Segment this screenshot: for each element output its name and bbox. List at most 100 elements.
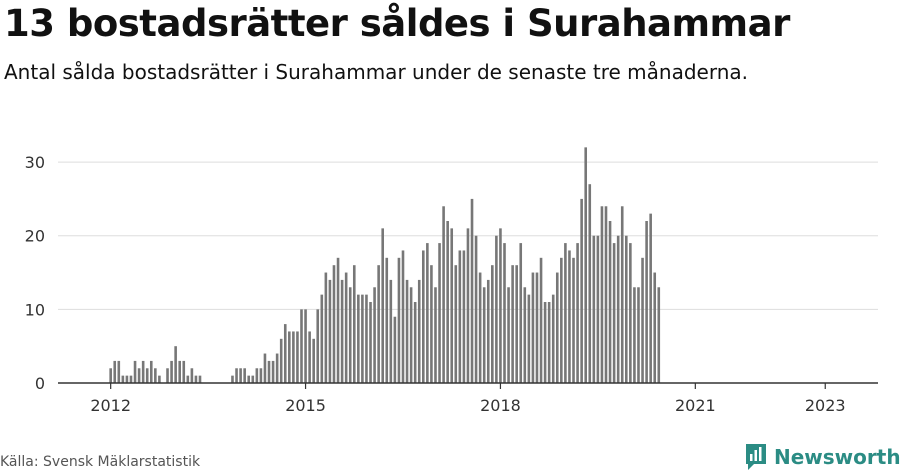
bar xyxy=(158,375,161,383)
bar xyxy=(369,302,372,383)
bar xyxy=(600,206,604,383)
bar xyxy=(332,265,336,383)
bar xyxy=(401,250,405,383)
bar xyxy=(470,198,474,383)
y-tick-label: 20 xyxy=(25,227,45,246)
bar xyxy=(336,257,340,383)
bar xyxy=(543,302,547,383)
bar xyxy=(551,294,555,383)
bar xyxy=(625,235,628,383)
bar xyxy=(620,206,624,383)
bar xyxy=(283,324,287,383)
bar xyxy=(288,331,291,383)
bar xyxy=(373,287,376,383)
x-tick-label: 2012 xyxy=(90,396,131,415)
bar xyxy=(584,147,587,383)
bar xyxy=(308,331,311,383)
bar xyxy=(121,375,125,383)
bar xyxy=(580,198,583,383)
bar xyxy=(555,272,559,383)
bar xyxy=(511,265,514,383)
bar xyxy=(381,228,384,383)
bar xyxy=(438,243,441,383)
bar xyxy=(352,265,356,383)
bar xyxy=(357,294,360,383)
bar xyxy=(503,243,506,383)
bar xyxy=(486,279,490,383)
bar xyxy=(251,375,255,383)
x-tick-label: 2023 xyxy=(805,396,846,415)
bar xyxy=(117,360,121,383)
bar xyxy=(129,375,133,383)
bar xyxy=(588,184,592,383)
bar xyxy=(397,257,401,383)
bar xyxy=(137,368,141,383)
bar xyxy=(271,360,275,383)
bar xyxy=(592,235,596,383)
bar xyxy=(292,331,295,383)
bar xyxy=(190,368,194,383)
bar xyxy=(239,368,242,383)
bar xyxy=(629,243,632,383)
bar xyxy=(645,221,648,383)
bar xyxy=(523,287,527,383)
bar xyxy=(304,309,307,383)
x-tick-label: 2015 xyxy=(285,396,326,415)
bar xyxy=(174,346,177,383)
bar xyxy=(539,257,543,383)
bar xyxy=(235,368,238,383)
bar xyxy=(312,338,315,383)
bar xyxy=(572,257,575,383)
bar xyxy=(657,287,661,383)
bar xyxy=(154,368,157,383)
bar xyxy=(385,257,389,383)
bar xyxy=(393,316,397,383)
bar xyxy=(389,279,393,383)
bar xyxy=(247,375,251,383)
bar xyxy=(482,287,486,383)
bar xyxy=(125,375,129,383)
bar xyxy=(324,272,328,383)
bar xyxy=(198,375,202,383)
bar xyxy=(515,265,518,383)
bar xyxy=(320,294,324,383)
bar xyxy=(596,235,600,383)
bar xyxy=(568,250,571,383)
bar xyxy=(405,279,409,383)
y-tick-label: 30 xyxy=(25,153,45,172)
bar xyxy=(653,272,657,383)
bar xyxy=(641,257,644,383)
bar xyxy=(377,265,380,383)
bar xyxy=(422,250,425,383)
bar xyxy=(344,272,348,383)
bar xyxy=(519,243,523,383)
chart-title: 13 bostadsrätter såldes i Surahammar xyxy=(4,2,790,45)
bar xyxy=(348,287,352,383)
bar xyxy=(491,265,494,383)
bar xyxy=(478,272,482,383)
bar xyxy=(255,368,259,383)
bar xyxy=(535,272,539,383)
x-tick-label: 2021 xyxy=(675,396,716,415)
bar xyxy=(527,294,531,383)
bar-annotation: 13 xyxy=(815,0,835,4)
bar xyxy=(279,338,283,383)
bar xyxy=(616,235,620,383)
bar xyxy=(442,206,445,383)
bar xyxy=(178,360,181,383)
brand-name: Newsworthy xyxy=(774,445,900,469)
brand-logo[interactable]: Newsworthy xyxy=(744,442,900,472)
bar xyxy=(531,272,535,383)
bar xyxy=(243,368,246,383)
source-note: Källa: Svensk Mäklarstatistik xyxy=(0,454,201,470)
bar xyxy=(499,228,502,383)
bar xyxy=(507,287,510,383)
bar xyxy=(182,360,186,383)
y-tick-label: 0 xyxy=(35,374,45,393)
bar xyxy=(474,235,478,383)
bar xyxy=(113,360,117,383)
x-tick-label: 2018 xyxy=(480,396,521,415)
y-tick-label: 10 xyxy=(25,300,45,319)
bar xyxy=(300,309,303,383)
bar xyxy=(296,331,299,383)
